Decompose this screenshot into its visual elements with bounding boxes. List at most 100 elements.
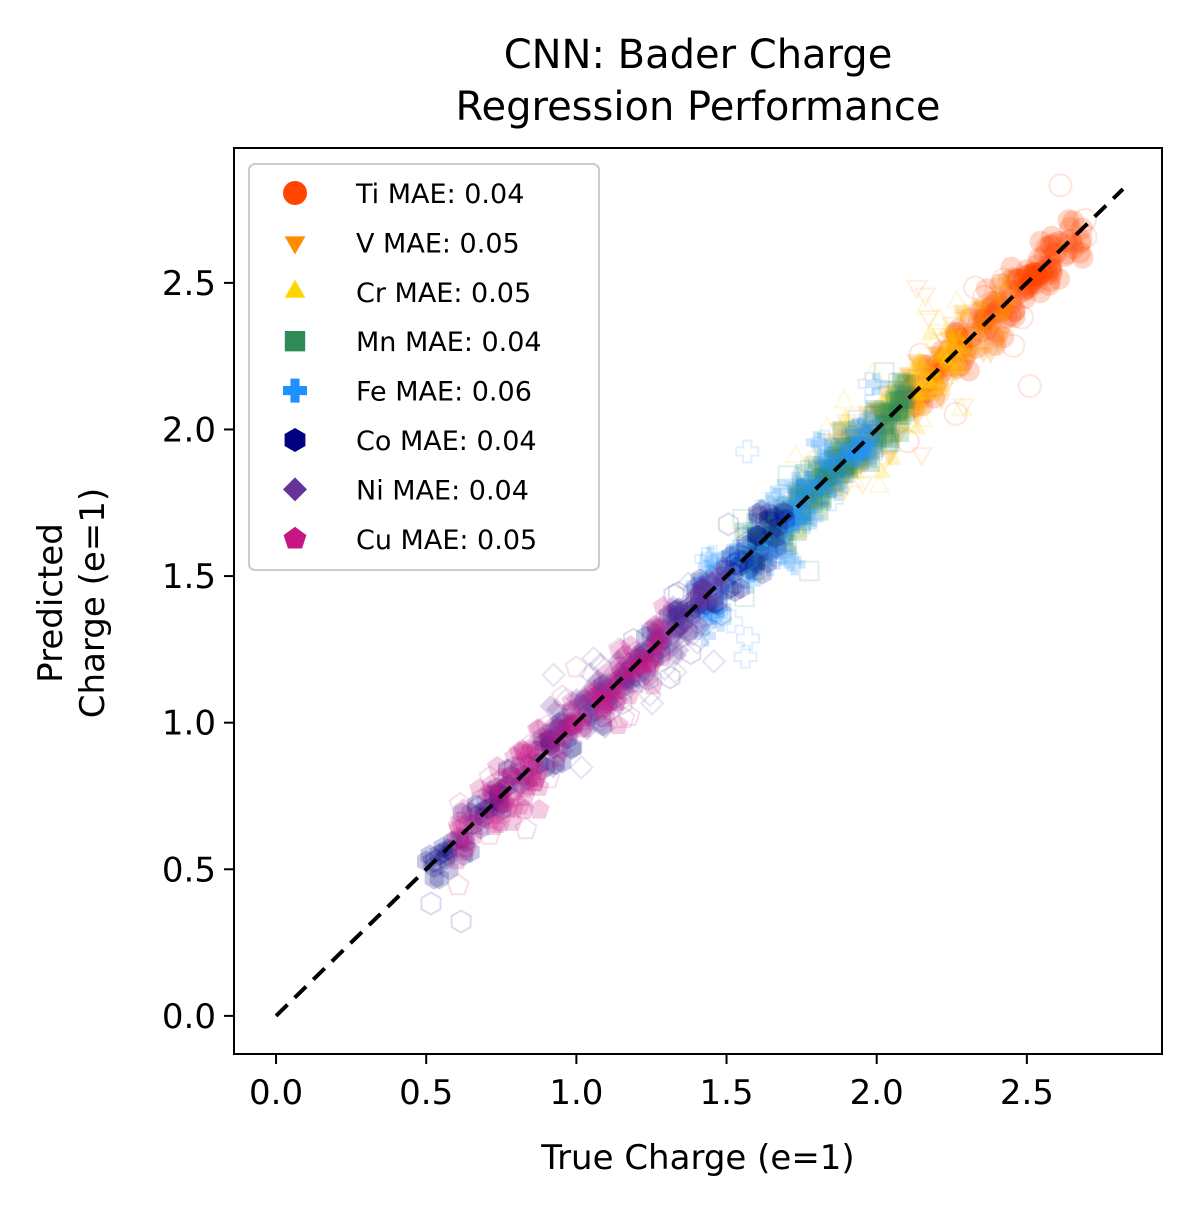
data-point [532, 726, 552, 749]
data-point [469, 803, 489, 826]
data-point [784, 443, 807, 464]
data-point [992, 330, 1012, 348]
data-point [623, 670, 647, 693]
data-point [1069, 241, 1092, 264]
data-point [508, 740, 530, 761]
data-point [572, 693, 592, 716]
data-point [619, 653, 642, 676]
data-point [461, 801, 481, 824]
data-point [813, 460, 833, 479]
data-point [693, 578, 716, 601]
data-point [719, 609, 744, 634]
data-point [687, 595, 710, 618]
data-point [538, 727, 559, 750]
data-point [703, 580, 729, 606]
data-point [583, 679, 605, 699]
data-point [628, 642, 651, 665]
data-point [912, 354, 935, 377]
data-point [453, 844, 473, 867]
data-point [794, 506, 814, 525]
data-point [824, 433, 844, 451]
data-point [687, 583, 710, 606]
legend-item-fe: Fe MAE: 0.06 [283, 377, 532, 408]
data-point [605, 691, 627, 712]
data-point [832, 480, 856, 501]
data-point [975, 339, 995, 357]
data-point [615, 668, 635, 691]
data-point [708, 567, 731, 590]
data-point [469, 777, 491, 798]
data-point [907, 410, 927, 427]
data-point [1017, 277, 1040, 300]
series-fe [685, 371, 889, 669]
data-point [827, 476, 850, 497]
data-point [801, 507, 824, 530]
data-point [530, 753, 550, 775]
data-point [685, 573, 708, 596]
data-point [851, 476, 874, 496]
data-point [913, 287, 937, 308]
data-point [855, 420, 876, 437]
data-point [790, 521, 810, 538]
data-point [614, 658, 637, 681]
data-point [950, 327, 973, 350]
data-point [814, 476, 834, 495]
data-point [832, 438, 852, 457]
data-point [758, 508, 779, 530]
data-point [491, 766, 513, 787]
data-point [897, 385, 918, 403]
data-point [528, 776, 550, 796]
data-point [1061, 232, 1084, 255]
data-point [795, 511, 818, 534]
data-point [847, 409, 869, 431]
data-point [1014, 266, 1037, 289]
data-point [691, 596, 714, 619]
y-axis: 0.0 0.5 1.0 1.5 2.0 2.5 [162, 264, 234, 1037]
data-point [848, 449, 868, 467]
data-point [891, 367, 914, 387]
data-point [576, 718, 599, 741]
data-point [578, 705, 601, 727]
data-point [594, 676, 617, 699]
data-point [810, 432, 833, 455]
data-point [748, 505, 768, 528]
data-point [812, 491, 832, 511]
data-point [746, 561, 765, 580]
data-point [843, 438, 863, 455]
data-point [847, 435, 867, 453]
data-point [790, 481, 813, 504]
data-point [733, 644, 758, 669]
data-point [995, 307, 1015, 324]
data-point [662, 659, 688, 685]
data-point [880, 450, 900, 467]
data-point [571, 710, 592, 731]
data-point [905, 402, 925, 419]
data-point [552, 710, 572, 733]
data-point [721, 562, 744, 585]
data-point [759, 529, 779, 548]
data-point [665, 620, 688, 643]
data-point [866, 424, 886, 444]
data-point [775, 511, 798, 534]
data-point [891, 372, 911, 392]
data-point [857, 443, 880, 466]
data-point [601, 693, 623, 716]
data-point [559, 715, 581, 736]
data-point [802, 444, 825, 464]
data-point [631, 652, 653, 673]
data-point [514, 786, 536, 806]
data-point [527, 744, 549, 765]
data-point [940, 316, 964, 337]
data-point [874, 427, 893, 447]
data-point [866, 427, 886, 444]
data-point [876, 396, 896, 413]
data-point [914, 372, 934, 389]
data-point [796, 485, 817, 503]
data-point [881, 401, 901, 419]
data-point [622, 663, 644, 684]
data-point [520, 737, 542, 758]
data-point [973, 347, 993, 364]
data-point [610, 660, 632, 681]
data-point [784, 510, 807, 533]
data-point [991, 277, 1011, 295]
